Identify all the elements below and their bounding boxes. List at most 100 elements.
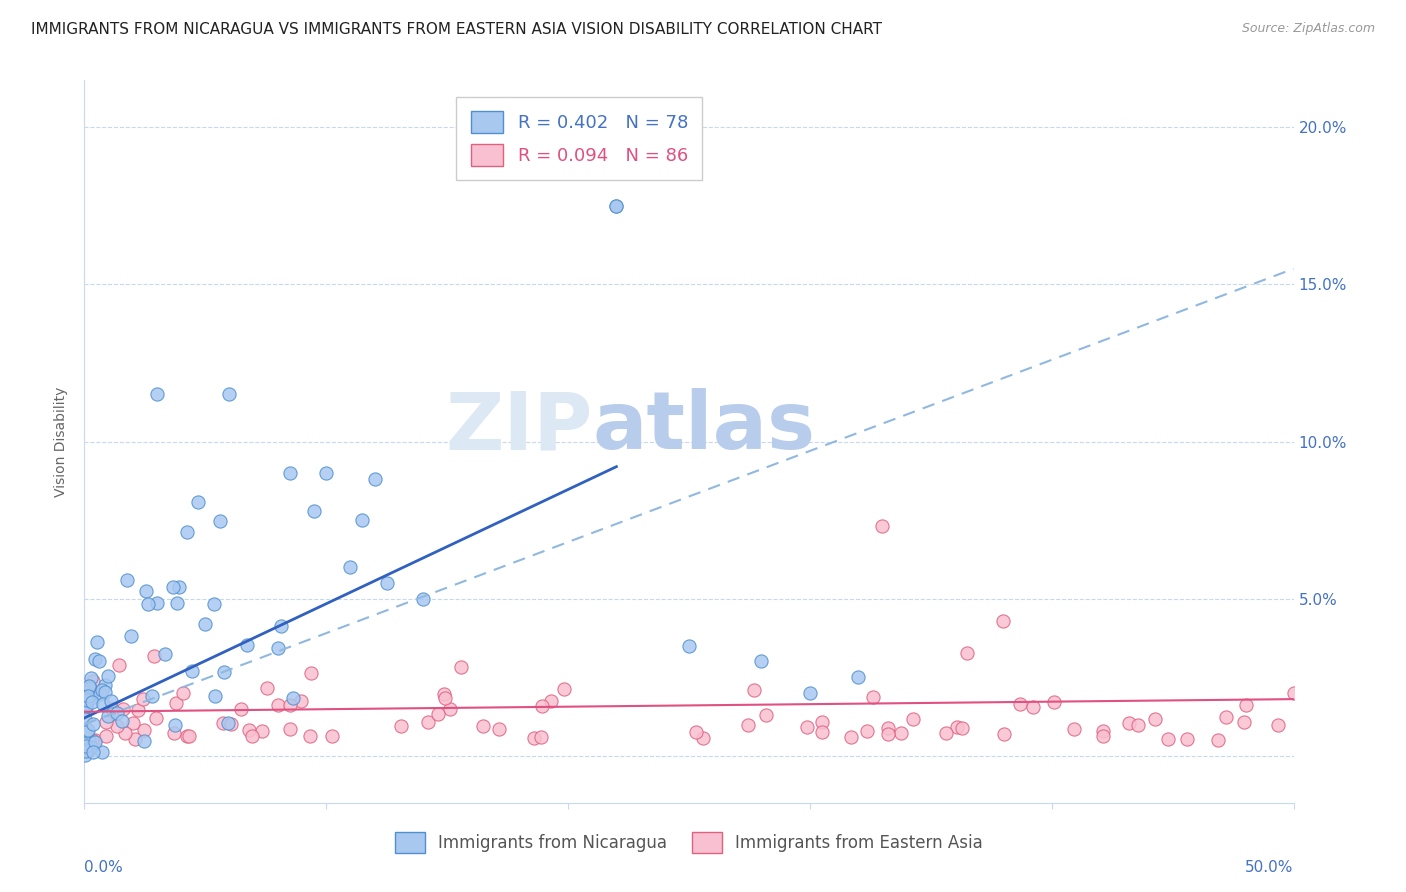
- Point: [141, 689, 163, 703]
- Point: [523, 731, 546, 746]
- Text: ZIP: ZIP: [444, 388, 592, 467]
- Point: [180, 664, 202, 678]
- Point: [79, 691, 101, 706]
- Point: [993, 614, 1015, 628]
- Point: [75, 712, 97, 726]
- Point: [1128, 718, 1150, 732]
- Point: [685, 724, 707, 739]
- Point: [221, 716, 243, 731]
- Point: [82, 717, 104, 731]
- Point: [77, 723, 100, 738]
- Point: [235, 638, 257, 652]
- Point: [80, 733, 103, 747]
- Point: [250, 723, 273, 738]
- Point: [132, 692, 155, 706]
- Point: [105, 719, 128, 733]
- Point: [111, 714, 134, 728]
- Point: [75, 744, 97, 758]
- Point: [94, 678, 117, 692]
- Point: [145, 711, 167, 725]
- Point: [124, 731, 146, 746]
- Point: [1233, 715, 1256, 730]
- Point: [187, 495, 209, 509]
- Point: [82, 695, 104, 709]
- Point: [105, 706, 128, 720]
- Point: [433, 690, 456, 705]
- Point: [737, 718, 759, 732]
- Point: [73, 721, 96, 735]
- Point: [212, 665, 235, 679]
- Point: [751, 655, 773, 669]
- Point: [1022, 699, 1045, 714]
- Point: [363, 472, 385, 486]
- Point: [1267, 718, 1289, 732]
- Point: [903, 713, 925, 727]
- Point: [278, 698, 301, 713]
- Point: [80, 739, 103, 754]
- Point: [79, 743, 101, 757]
- Point: [742, 683, 765, 698]
- Text: 50.0%: 50.0%: [1246, 860, 1294, 875]
- Point: [163, 718, 186, 732]
- Point: [229, 702, 252, 716]
- Point: [796, 720, 818, 734]
- Point: [605, 199, 627, 213]
- Point: [91, 697, 114, 711]
- Point: [127, 703, 149, 717]
- Text: 0.0%: 0.0%: [84, 860, 124, 875]
- Point: [412, 591, 434, 606]
- Point: [80, 671, 103, 685]
- Point: [270, 619, 292, 633]
- Point: [76, 692, 98, 706]
- Point: [956, 646, 979, 660]
- Point: [375, 575, 398, 590]
- Point: [75, 723, 97, 737]
- Point: [811, 714, 834, 729]
- Point: [76, 689, 98, 703]
- Point: [77, 688, 100, 702]
- Point: [172, 686, 194, 700]
- Point: [77, 679, 100, 693]
- Point: [94, 685, 117, 699]
- Point: [692, 731, 714, 746]
- Point: [841, 731, 863, 745]
- Point: [76, 743, 98, 757]
- Point: [877, 727, 900, 741]
- Point: [1144, 712, 1167, 726]
- Point: [176, 729, 198, 743]
- Point: [872, 519, 894, 533]
- Point: [76, 724, 98, 739]
- Point: [299, 729, 322, 743]
- Point: [266, 698, 288, 712]
- Point: [755, 708, 778, 723]
- Point: [238, 723, 260, 738]
- Point: [153, 647, 176, 661]
- Point: [94, 714, 117, 729]
- Point: [76, 739, 98, 754]
- Point: [89, 687, 111, 701]
- Point: [87, 654, 110, 668]
- Point: [136, 597, 159, 611]
- Point: [290, 694, 312, 708]
- Point: [162, 580, 184, 594]
- Point: [117, 574, 139, 588]
- Point: [427, 707, 450, 722]
- Point: [97, 709, 120, 723]
- Point: [1091, 729, 1114, 743]
- Point: [810, 724, 832, 739]
- Point: [1118, 716, 1140, 731]
- Point: [993, 727, 1015, 741]
- Point: [83, 733, 105, 747]
- Point: [280, 723, 302, 737]
- Point: [1008, 698, 1031, 712]
- Point: [202, 597, 225, 611]
- Point: [352, 513, 374, 527]
- Point: [82, 673, 104, 688]
- Point: [678, 639, 700, 653]
- Point: [94, 729, 117, 743]
- Point: [530, 731, 553, 745]
- Legend: Immigrants from Nicaragua, Immigrants from Eastern Asia: Immigrants from Nicaragua, Immigrants fr…: [388, 826, 990, 860]
- Point: [256, 681, 278, 696]
- Point: [134, 734, 156, 748]
- Point: [143, 649, 166, 664]
